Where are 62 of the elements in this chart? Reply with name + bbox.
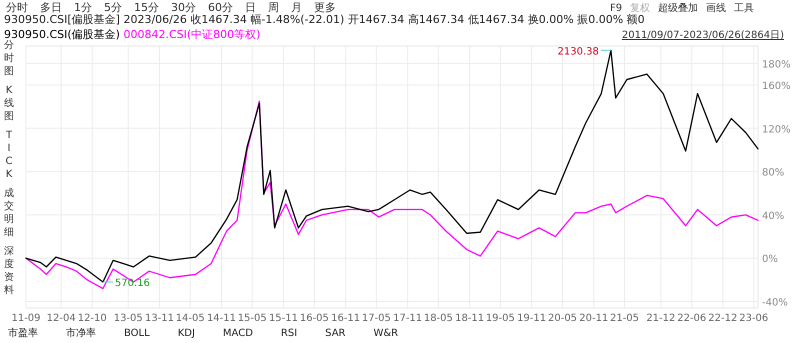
x-tick-label: 21-12	[646, 313, 676, 324]
text: 930950.CSI(偏股基金)	[4, 28, 124, 41]
x-tick-label: 13-11	[144, 313, 174, 324]
text: 60分	[208, 1, 233, 14]
x-tick-label: 16-05	[300, 313, 329, 324]
text: W&R	[373, 328, 398, 339]
x-tick-label: 19-05	[486, 313, 515, 324]
x-tick-label: 22-06	[677, 313, 706, 324]
y-tick-label: 160%	[762, 80, 791, 92]
text: F9	[610, 3, 622, 14]
x-tick-label: 12-10	[78, 313, 107, 324]
text: SAR	[325, 328, 346, 339]
text: 15分	[134, 1, 159, 14]
x-tick-label: 21-05	[610, 313, 640, 324]
x-tick-label: 15-05	[238, 313, 267, 324]
text: KDJ	[178, 328, 195, 339]
text: 日	[245, 1, 256, 14]
y-tick-label: 40%	[762, 210, 784, 222]
text: 1分	[74, 1, 92, 14]
x-tick-label: 14-11	[206, 313, 236, 324]
text: 30分	[171, 1, 196, 14]
text: 复权	[630, 2, 650, 14]
x-tick-label: 12-04	[46, 313, 76, 324]
x-tick-label: 23-06	[739, 313, 768, 324]
y-tick-label: 0%	[762, 254, 778, 266]
y-tick-label: 80%	[762, 168, 784, 179]
chart-title: 930950.CSI[偏股基金] 2023/06/26 收1467.34 幅-1.48%(-22.01) 开1467.34 高1467.34 低1467.34 换0.00% 振0.00% 额0	[4, 13, 645, 26]
text: 多日	[40, 1, 62, 14]
text: 超级叠加	[658, 2, 698, 14]
x-tick-label: 20-11	[579, 313, 608, 324]
x-tick-label: 16-11	[331, 313, 360, 324]
x-tick-label: 15-11	[268, 313, 298, 324]
text: 画线	[706, 2, 726, 14]
annotation: 570.16	[114, 278, 150, 290]
x-tick-label: 22-12	[708, 313, 738, 324]
x-tick-label: 17-05	[362, 313, 391, 324]
y-tick-label: -40%	[762, 298, 788, 309]
annotation: 2130.38	[558, 46, 599, 58]
text: 市净率	[66, 327, 96, 339]
text: 000842.CSI(中证800等权)	[123, 28, 260, 41]
text: 周	[268, 1, 279, 14]
x-tick-label: 20-05	[548, 313, 578, 324]
x-tick-label: 19-11	[517, 313, 546, 324]
x-tick-label: 18-05	[424, 313, 453, 324]
side-tabs: 分时图 K线图 TICK 成交明细 深度资料	[4, 40, 14, 296]
text: 2011/09/07-2023/06/26(2864日)	[622, 30, 784, 41]
text: MACD	[222, 328, 254, 339]
text: 5分	[104, 1, 122, 14]
y-tick-label: 120%	[762, 124, 791, 136]
x-tick-label: 13-05	[114, 313, 143, 324]
text: RSI	[280, 328, 298, 339]
x-tick-label: 17-11	[393, 313, 422, 324]
text: BOLL	[124, 328, 150, 339]
text: 更多	[314, 1, 336, 14]
x-tick-label: 14-05	[176, 313, 205, 324]
text: 市盈率	[8, 327, 38, 339]
text: 月	[291, 1, 302, 14]
y-tick-label: 180%	[762, 59, 791, 70]
x-tick-label: 11-09	[11, 313, 41, 324]
text: 分时	[6, 1, 28, 14]
x-tick-label: 18-11	[455, 313, 484, 324]
text: 工具	[734, 3, 754, 14]
